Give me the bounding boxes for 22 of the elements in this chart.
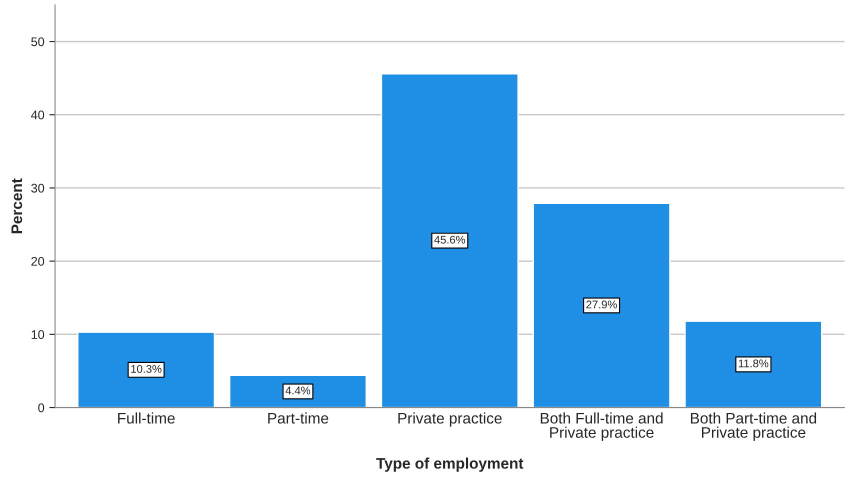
bar xyxy=(77,331,216,408)
bar xyxy=(684,320,822,408)
y-tick-label: 10 xyxy=(32,330,44,339)
x-tick-label: Both Part-time and Private practice xyxy=(690,412,816,441)
data-label: 11.8% xyxy=(738,359,768,368)
x-tick-label: Private practice xyxy=(398,412,502,427)
y-tick-label: 0 xyxy=(38,403,44,412)
y-tick-label: 40 xyxy=(31,110,44,120)
bar xyxy=(532,202,671,408)
bar xyxy=(380,73,519,408)
y-tick-label: 50 xyxy=(31,37,44,46)
x-tick-label: Both Full-time and Private practice xyxy=(540,412,663,441)
x-tick-label: Full-time xyxy=(118,412,175,424)
data-label: 45.6% xyxy=(434,236,466,244)
y-tick-label: 20 xyxy=(31,256,44,266)
x-tick-label: Part-time xyxy=(268,412,328,424)
y-axis-title: Percent xyxy=(12,178,22,234)
x-axis-title: Type of employment xyxy=(376,458,524,472)
y-tick-label: 30 xyxy=(31,184,44,193)
data-label: 4.4% xyxy=(286,386,310,394)
data-label: 10.3% xyxy=(131,364,162,373)
data-label: 27.9% xyxy=(586,300,617,308)
